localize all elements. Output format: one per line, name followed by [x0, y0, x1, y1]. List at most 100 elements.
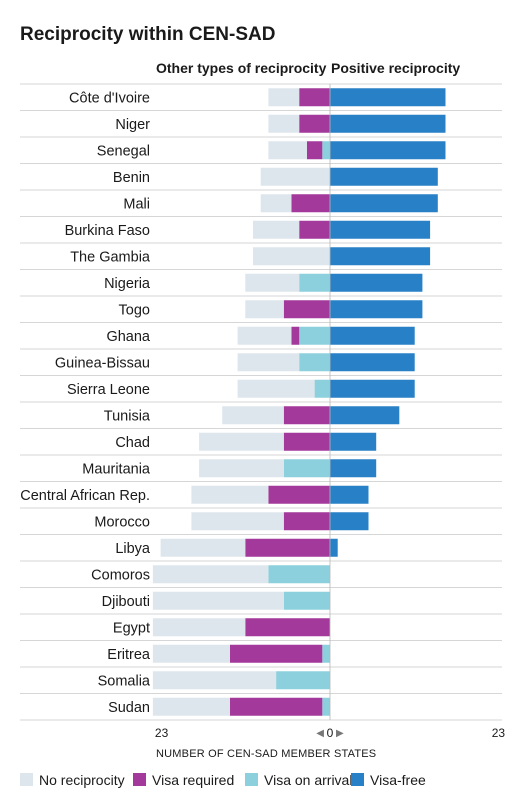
- row-nigeria: Nigeria: [20, 269, 502, 292]
- arrow-right-icon: ▶: [336, 728, 344, 739]
- bar-visa-required: [283, 432, 330, 451]
- legend: No reciprocity Visa required Visa on arriv…: [20, 772, 426, 788]
- legend-item-visa-free: Visa-free: [351, 772, 426, 788]
- bar-no-reciprocity: [152, 644, 230, 663]
- bar-visa-free: [330, 220, 431, 239]
- bar-no-reciprocity: [152, 697, 230, 716]
- bar-visa-free: [330, 406, 400, 425]
- row-niger: Niger: [20, 110, 502, 133]
- bar-visa-free: [330, 512, 369, 531]
- x-axis-title: NUMBER OF CEN-SAD MEMBER STATES: [156, 748, 376, 760]
- row-chad: Chad: [20, 428, 502, 451]
- bar-visa-free: [330, 538, 338, 557]
- row-c-te-d-ivoire: Côte d'Ivoire: [20, 83, 502, 107]
- row-comoros: Comoros: [20, 560, 502, 584]
- bar-visa-free: [330, 114, 446, 133]
- category-label: Ghana: [106, 329, 150, 345]
- row-eritrea: Eritrea: [20, 640, 502, 663]
- category-label: Mali: [123, 196, 150, 212]
- legend-label: Visa-free: [370, 772, 426, 788]
- category-label: Comoros: [91, 567, 150, 583]
- bar-no-reciprocity: [191, 485, 269, 504]
- bar-visa-free: [330, 459, 377, 478]
- bar-visa-required: [283, 512, 330, 531]
- bar-no-reciprocity: [160, 538, 246, 557]
- row-benin: Benin: [20, 163, 502, 186]
- bar-visa-required: [306, 141, 323, 160]
- row-ghana: Ghana: [20, 322, 502, 345]
- bar-visa-free: [330, 88, 446, 107]
- category-label: The Gambia: [70, 249, 151, 265]
- category-label: Sudan: [108, 700, 150, 716]
- legend-swatch: [133, 773, 146, 786]
- bar-visa-required: [299, 220, 330, 239]
- bar-visa-required: [245, 618, 330, 637]
- x-axis: 23 0 23 ◀ ▶: [155, 726, 506, 740]
- category-label: Central African Rep.: [20, 488, 150, 504]
- row-mali: Mali: [20, 189, 502, 213]
- category-label: Senegal: [97, 143, 150, 159]
- row-sierra-leone: Sierra Leone: [20, 375, 502, 398]
- bar-visa-on-arrival: [322, 141, 330, 160]
- bar-visa-free: [330, 300, 423, 319]
- bar-visa-required: [299, 88, 330, 107]
- row-somalia: Somalia: [20, 666, 502, 690]
- bar-no-reciprocity: [253, 220, 300, 239]
- category-label: Guinea-Bissau: [55, 355, 150, 371]
- row-sudan: Sudan: [20, 693, 502, 716]
- bar-visa-free: [330, 167, 438, 186]
- bar-no-reciprocity: [199, 459, 284, 478]
- bar-visa-free: [330, 353, 415, 372]
- row-the-gambia: The Gambia: [20, 242, 502, 266]
- chart-title: Reciprocity within CEN-SAD: [20, 24, 275, 45]
- row-egypt: Egypt: [20, 613, 502, 637]
- bar-visa-on-arrival: [299, 353, 330, 372]
- category-label: Egypt: [113, 620, 150, 636]
- bar-visa-on-arrival: [268, 565, 330, 584]
- bar-visa-free: [330, 273, 423, 292]
- bar-visa-required: [299, 114, 330, 133]
- bar-visa-required: [229, 644, 323, 663]
- bar-visa-free: [330, 194, 438, 213]
- row-djibouti: Djibouti: [20, 587, 502, 610]
- category-label: Niger: [115, 117, 150, 133]
- legend-label: Visa on arrival: [264, 772, 352, 788]
- category-rows: Côte d'Ivoire Niger Senegal Benin Mali Burkin…: [20, 83, 502, 721]
- bar-visa-required: [283, 406, 330, 425]
- x-tick-label: 0: [327, 726, 334, 740]
- bar-no-reciprocity: [268, 88, 300, 107]
- bar-no-reciprocity: [152, 591, 284, 610]
- bar-no-reciprocity: [260, 167, 330, 186]
- category-label: Burkina Faso: [65, 223, 150, 239]
- bar-visa-required: [268, 485, 330, 504]
- category-label: Eritrea: [107, 647, 151, 663]
- row-togo: Togo: [20, 295, 502, 319]
- bar-visa-on-arrival: [322, 697, 330, 716]
- legend-swatch: [245, 773, 258, 786]
- row-morocco: Morocco: [20, 507, 502, 531]
- legend-swatch: [351, 773, 364, 786]
- bar-visa-on-arrival: [283, 591, 330, 610]
- bar-visa-free: [330, 379, 415, 398]
- bar-visa-on-arrival: [299, 326, 330, 345]
- row-mauritania: Mauritania: [20, 454, 502, 478]
- bar-visa-required: [291, 194, 330, 213]
- bar-no-reciprocity: [253, 247, 330, 266]
- row-burkina-faso: Burkina Faso: [20, 216, 502, 239]
- bar-visa-on-arrival: [299, 273, 330, 292]
- bar-no-reciprocity: [237, 353, 300, 372]
- bar-visa-on-arrival: [322, 644, 330, 663]
- bar-visa-free: [330, 141, 446, 160]
- category-label: Djibouti: [102, 594, 150, 610]
- category-label: Chad: [115, 435, 150, 451]
- category-label: Somalia: [98, 673, 151, 689]
- row-senegal: Senegal: [20, 136, 502, 160]
- bar-no-reciprocity: [152, 565, 269, 584]
- legend-item-visa-on-arrival: Visa on arrival: [245, 772, 352, 788]
- category-label: Togo: [119, 302, 150, 318]
- category-label: Mauritania: [82, 461, 151, 477]
- bar-no-reciprocity: [222, 406, 284, 425]
- legend-label: Visa required: [152, 772, 234, 788]
- bar-no-reciprocity: [152, 671, 277, 690]
